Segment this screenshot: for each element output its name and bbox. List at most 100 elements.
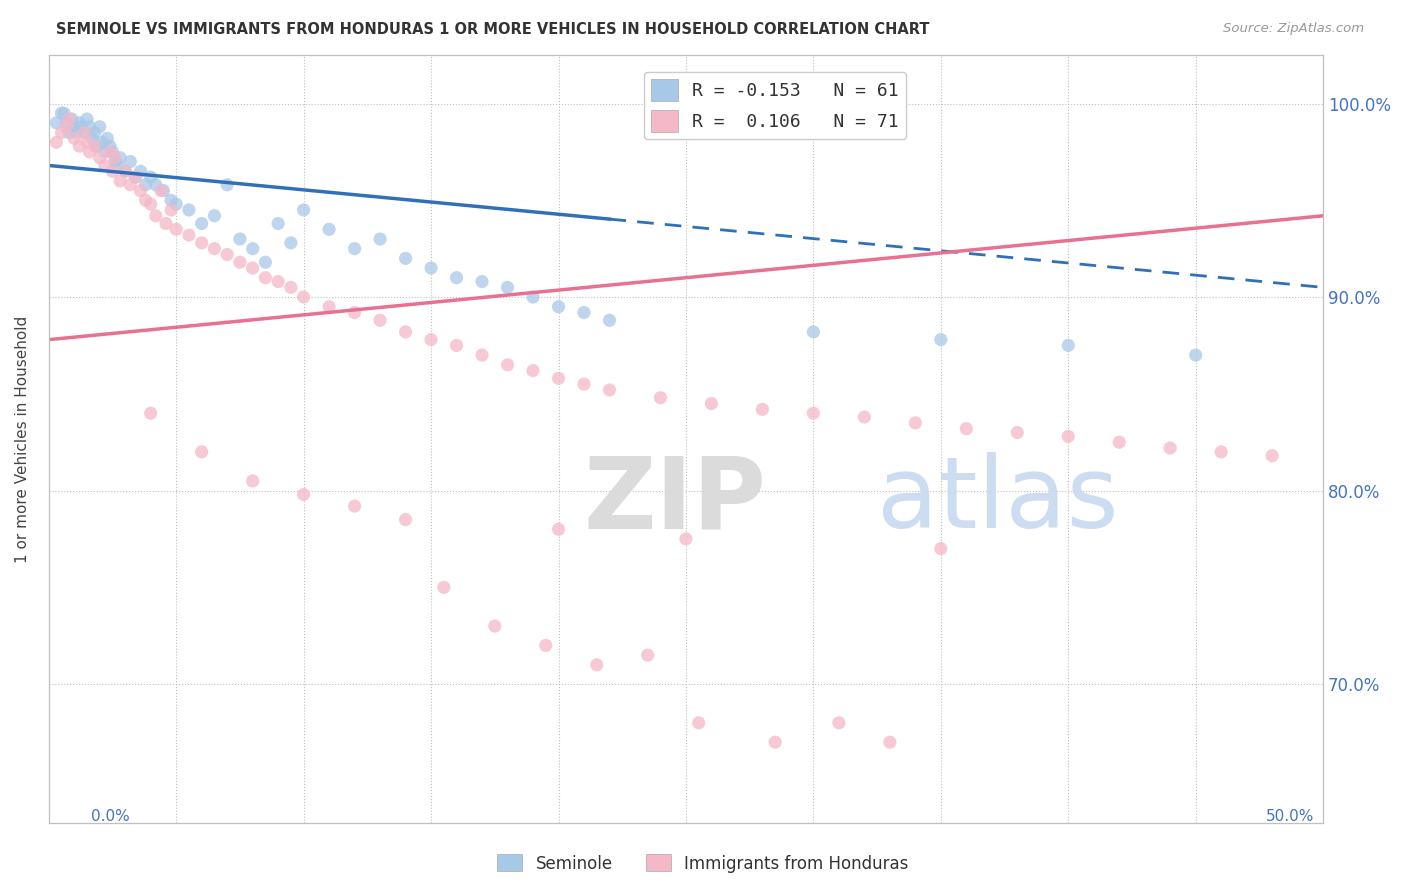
Point [471,348,494,362]
Point [598,313,620,327]
Text: 0.0%: 0.0% [91,809,131,823]
Point [67,116,90,130]
Point [120,178,142,192]
Point [484,619,506,633]
Text: Source: ZipAtlas.com: Source: ZipAtlas.com [1223,22,1364,36]
Point [879,735,901,749]
Point [58,112,80,126]
Point [149,184,172,198]
Point [217,178,239,192]
Point [114,164,136,178]
Point [139,406,162,420]
Point [51,106,73,120]
Point [217,247,239,261]
Point [79,120,101,134]
Text: atlas: atlas [877,452,1119,549]
Point [67,139,90,153]
Point [160,194,183,208]
Point [420,333,443,347]
Point [343,305,366,319]
Point [598,383,620,397]
Point [318,300,340,314]
Point [572,305,595,319]
Point [637,648,659,662]
Point [929,333,952,347]
Point [675,532,697,546]
Point [190,217,212,231]
Point [318,222,340,236]
Point [1184,348,1206,362]
Point [853,410,876,425]
Point [98,139,121,153]
Point [94,145,117,159]
Point [471,275,494,289]
Point [76,112,98,126]
Point [229,255,252,269]
Point [124,170,146,185]
Point [139,197,162,211]
Point [101,164,124,178]
Point [1007,425,1029,440]
Point [803,325,825,339]
Point [58,126,80,140]
Point [124,170,146,185]
Point [904,416,927,430]
Point [79,145,101,159]
Point [343,242,366,256]
Point [135,194,157,208]
Point [572,377,595,392]
Point [104,154,127,169]
Point [280,280,302,294]
Point [96,131,118,145]
Point [108,174,131,188]
Point [94,158,117,172]
Point [929,541,952,556]
Point [152,184,174,198]
Point [89,120,111,134]
Point [267,217,290,231]
Point [292,202,315,217]
Point [433,580,456,594]
Point [190,235,212,250]
Point [108,151,131,165]
Point [66,126,89,140]
Point [204,209,226,223]
Point [229,232,252,246]
Point [394,252,416,266]
Point [91,135,114,149]
Point [83,139,105,153]
Point [114,164,136,178]
Point [1057,429,1080,443]
Point [242,242,264,256]
Point [101,145,124,159]
Point [1057,338,1080,352]
Legend: Seminole, Immigrants from Honduras: Seminole, Immigrants from Honduras [491,847,915,880]
Point [446,270,468,285]
Text: SEMINOLE VS IMMIGRANTS FROM HONDURAS 1 OR MORE VEHICLES IN HOUSEHOLD CORRELATION: SEMINOLE VS IMMIGRANTS FROM HONDURAS 1 O… [56,22,929,37]
Point [803,406,825,420]
Point [751,402,773,417]
Point [420,260,443,275]
Point [89,151,111,165]
Point [242,260,264,275]
Point [53,106,76,120]
Point [120,154,142,169]
Point [83,126,105,140]
Point [522,363,544,377]
Point [145,209,167,223]
Point [1108,435,1130,450]
Point [496,280,519,294]
Y-axis label: 1 or more Vehicles in Household: 1 or more Vehicles in Household [15,316,30,563]
Point [73,126,96,140]
Point [1159,441,1181,455]
Point [73,126,96,140]
Point [51,126,73,140]
Point [155,217,177,231]
Point [98,145,121,159]
Point [547,300,569,314]
Point [955,422,977,436]
Legend: R = -0.153   N = 61, R =  0.106   N = 71: R = -0.153 N = 61, R = 0.106 N = 71 [644,72,907,139]
Point [292,290,315,304]
Text: ZIP: ZIP [583,452,766,549]
Point [242,474,264,488]
